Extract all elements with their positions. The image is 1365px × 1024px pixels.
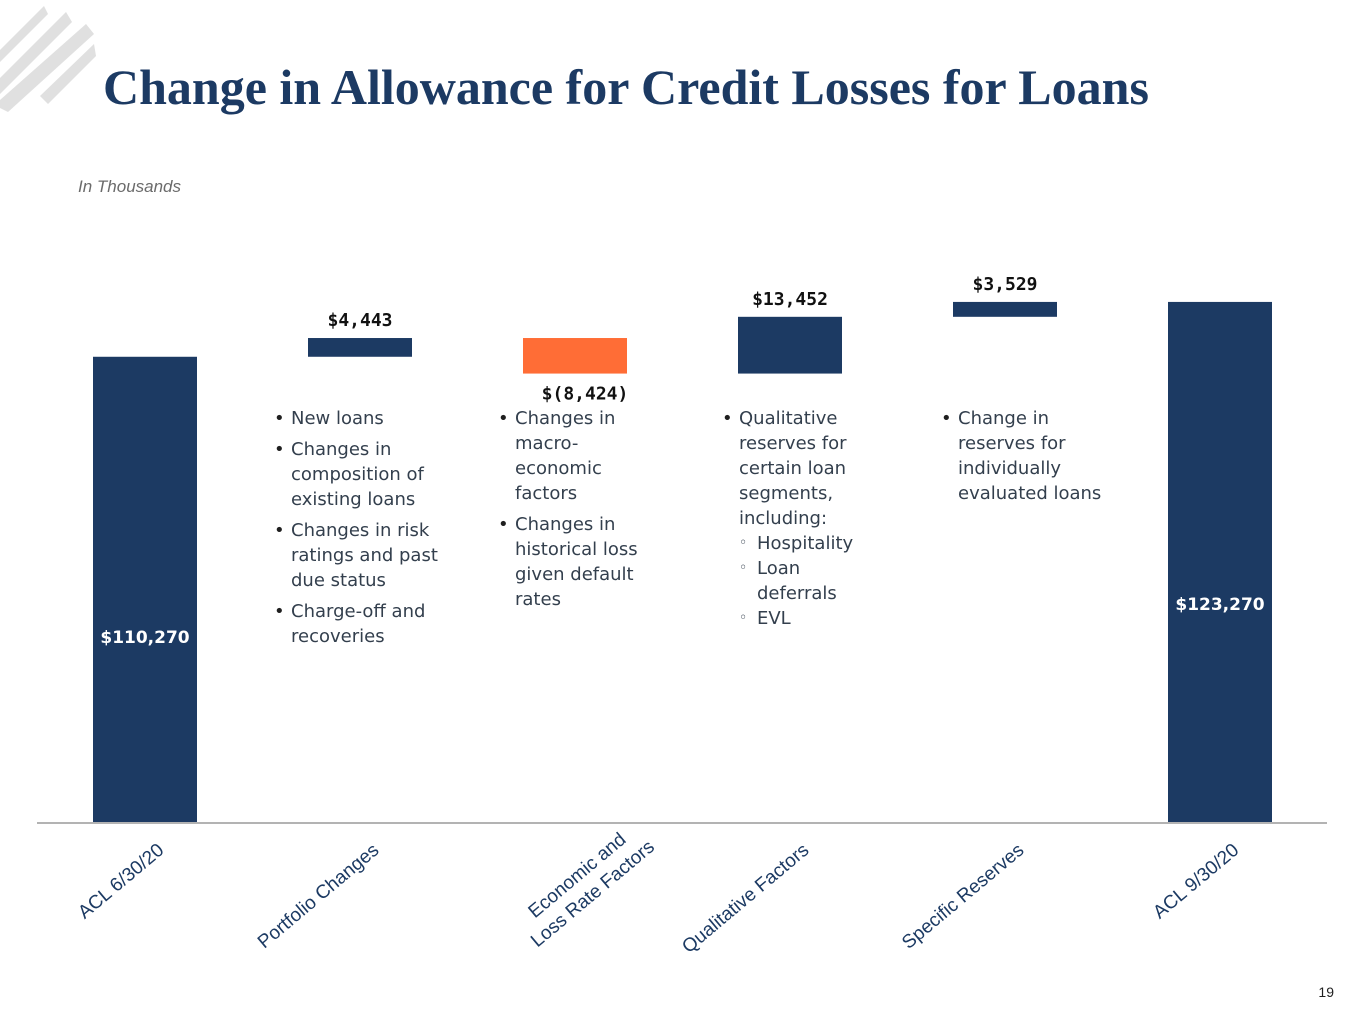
note-item: Changes in risk ratings and past due sta… [274, 518, 449, 593]
bar-value-label: $110,270 [100, 628, 189, 648]
note-subitem: EVL [739, 606, 872, 631]
waterfall-bar [953, 301, 1057, 317]
category-label: Qualitative Factors [678, 840, 813, 958]
category-label-line: Portfolio Changes [254, 840, 383, 953]
waterfall-bar [93, 356, 197, 822]
note-text: Changes in risk ratings and past due sta… [291, 520, 438, 591]
waterfall-bar [523, 338, 627, 374]
company-logo [0, 6, 96, 112]
category-label-line: Qualitative Factors [678, 840, 813, 958]
note-item: Charge-off and recoveries [274, 599, 449, 649]
waterfall-bar [308, 338, 412, 357]
note-text: Qualitative reserves for certain loan se… [739, 408, 847, 529]
note-item: Changes in macro-economic factors [498, 406, 658, 506]
category-label: ACL 9/30/20 [1149, 840, 1243, 924]
category-label: Portfolio Changes [254, 840, 383, 953]
waterfall-bar [1168, 301, 1272, 823]
units-note: In Thousands [78, 177, 182, 196]
page-number: 19 [1318, 984, 1334, 1000]
qualitative-notes: Qualitative reserves for certain loan se… [722, 406, 872, 637]
note-subitem: Hospitality [739, 531, 872, 556]
portfolio-notes: New loans Changes in composition of exist… [274, 406, 449, 655]
note-item: Changes in composition of existing loans [274, 437, 449, 512]
note-text: New loans [291, 408, 384, 429]
category-label: Specific Reserves [898, 840, 1028, 954]
category-label-line: Specific Reserves [898, 840, 1028, 954]
bar-value-label: $13,452 [752, 289, 828, 310]
note-text: Changes in macro-economic factors [515, 408, 616, 504]
economic-notes: Changes in macro-economic factors Changes… [498, 406, 658, 618]
slide-title: Change in Allowance for Credit Losses fo… [103, 59, 1149, 115]
category-label-line: ACL 9/30/20 [1149, 840, 1243, 924]
note-text: Changes in historical loss given default… [515, 514, 638, 610]
category-label: ACL 6/30/20 [74, 840, 168, 924]
note-item: Qualitative reserves for certain loan se… [722, 406, 872, 631]
note-text: Charge-off and recoveries [291, 601, 426, 647]
logo-stripe [0, 12, 72, 94]
bar-value-label: $3,529 [972, 274, 1037, 295]
note-text: Changes in composition of existing loans [291, 439, 424, 510]
category-label-line: ACL 6/30/20 [74, 840, 168, 924]
specific-notes: Change in reserves for individually eval… [941, 406, 1116, 512]
note-subitem: Loan deferrals [739, 556, 872, 606]
logo-stripe [40, 44, 96, 104]
category-label: Economic andLoss Rate Factors [512, 818, 659, 952]
logo-stripe [0, 6, 48, 62]
note-item: New loans [274, 406, 449, 431]
bar-value-label: $(8,424) [542, 384, 629, 405]
logo-stripe [0, 24, 94, 112]
note-item: Changes in historical loss given default… [498, 512, 658, 612]
waterfall-bar [738, 316, 842, 374]
bar-value-label: $4,443 [327, 310, 392, 331]
note-text: Change in reserves for individually eval… [958, 408, 1102, 504]
note-item: Change in reserves for individually eval… [941, 406, 1116, 506]
note-sublist: HospitalityLoan deferralsEVL [739, 531, 872, 631]
bar-value-label: $123,270 [1175, 595, 1264, 615]
